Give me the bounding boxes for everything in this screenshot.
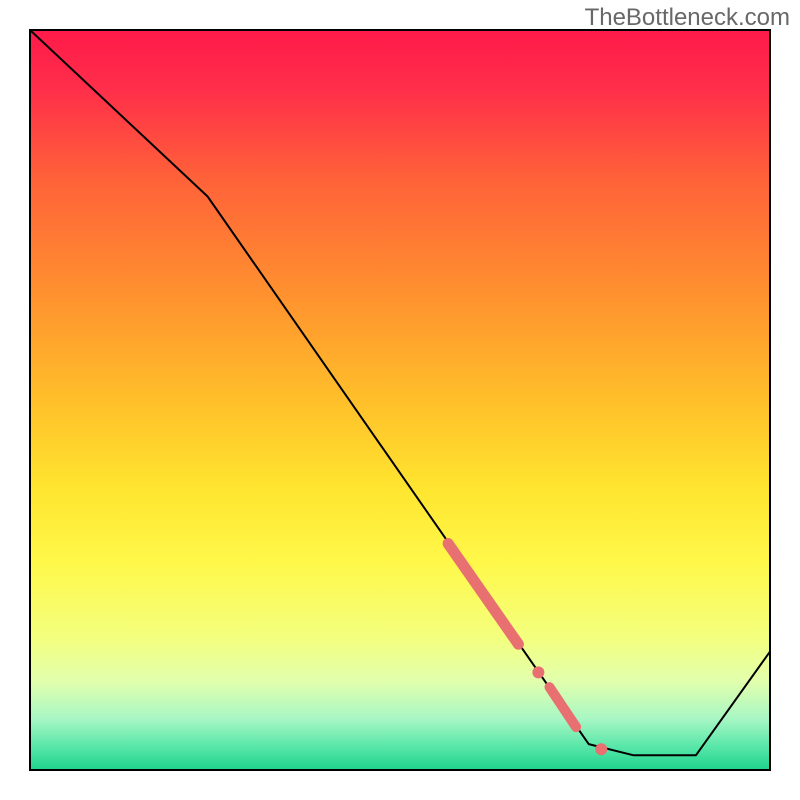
- overlay-dot: [532, 666, 544, 678]
- chart-svg: [0, 0, 800, 800]
- overlay-dot: [595, 743, 607, 755]
- chart-container: TheBottleneck.com: [0, 0, 800, 800]
- watermark-text: TheBottleneck.com: [585, 4, 790, 32]
- plot-background: [30, 30, 770, 770]
